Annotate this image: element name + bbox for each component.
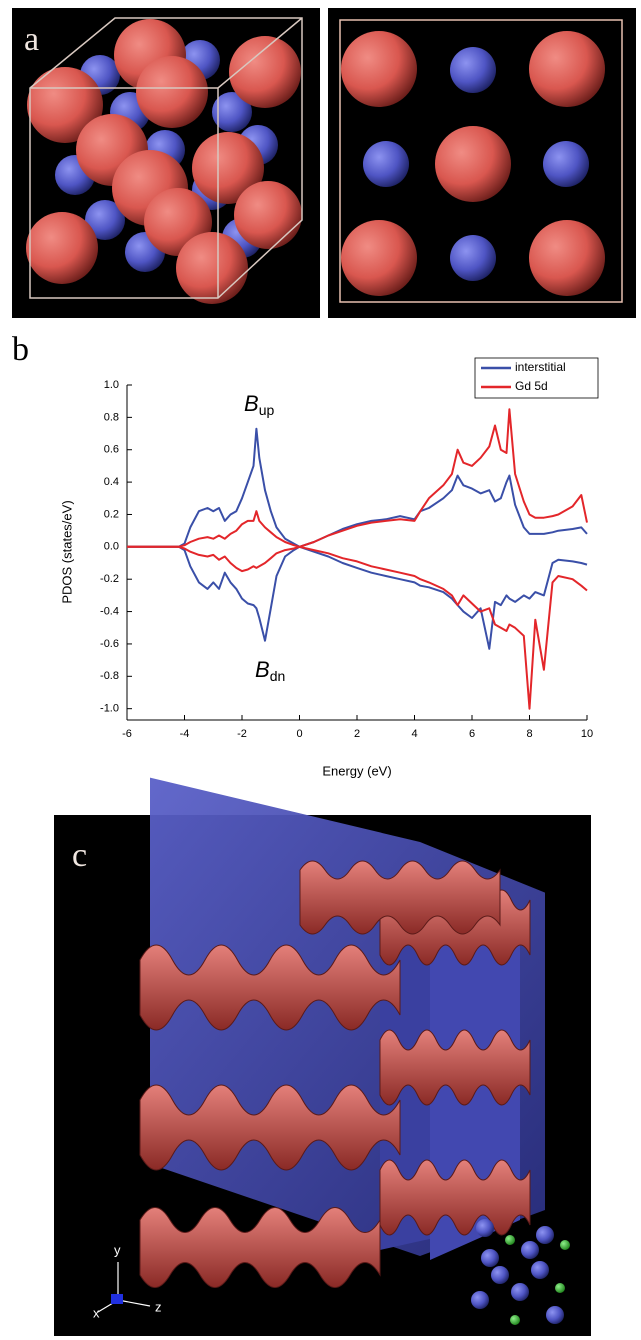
crystal-inset (471, 1219, 570, 1325)
y-tick-label: -0.2 (100, 573, 119, 585)
atom-red (192, 132, 264, 204)
y-tick-label: -0.6 (100, 638, 119, 650)
atom-blue (491, 1266, 509, 1284)
isosurface-band (139, 1207, 381, 1288)
axis-triad (97, 1262, 151, 1313)
triad-origin (111, 1294, 123, 1304)
atom-red (176, 232, 248, 304)
atom-blue (521, 1241, 539, 1259)
atom-green (505, 1235, 515, 1245)
isosurface-band (379, 1159, 531, 1236)
y-tick-label: -0.4 (100, 605, 119, 617)
triad-label: y (114, 1242, 121, 1257)
y-tick-label: 0.8 (104, 411, 119, 423)
y-tick-label: -1.0 (100, 703, 119, 715)
isosurface-band (139, 944, 401, 1031)
x-axis-label: Energy (eV) (322, 763, 391, 778)
atom-blue (471, 1291, 489, 1309)
atom-blue (85, 200, 125, 240)
atom-red (234, 181, 302, 249)
atom-red (435, 126, 511, 202)
y-tick-label: 0.6 (104, 444, 119, 456)
annotation: Bup (244, 391, 274, 418)
cell-edges (29, 17, 303, 299)
crystal-projection (341, 31, 605, 296)
atom-blue (481, 1249, 499, 1267)
series-line (127, 545, 588, 650)
y-tick-label: 0.4 (104, 476, 119, 488)
atom-red (341, 220, 417, 296)
atom-blue (212, 92, 252, 132)
projection-frame (339, 19, 623, 303)
y-tick-label: 0.0 (104, 541, 119, 553)
isosurface-band (299, 860, 501, 935)
legend-box (474, 357, 599, 399)
atom-green (555, 1283, 565, 1293)
pdos-chart: Energy (eV) PDOS (states/eV) Bup Bdn 1.0… (59, 357, 599, 778)
series-line (127, 427, 588, 548)
atom-red (27, 67, 103, 143)
annotation-sub: dn (270, 668, 286, 684)
cube-outline (29, 17, 303, 299)
atom-red (229, 36, 301, 108)
crystal-3d (26, 19, 302, 304)
atom-blue (536, 1226, 554, 1244)
x-tick-label: 2 (354, 728, 360, 740)
atom-blue (476, 1219, 494, 1237)
isosurface-band (379, 1029, 531, 1106)
x-tick-label: -2 (237, 728, 247, 740)
y-tick-label: 1.0 (104, 379, 119, 391)
isosurface-red (139, 860, 531, 1288)
panel-label: a (24, 21, 39, 58)
isosurface-band (139, 1084, 401, 1171)
atom-blue (546, 1306, 564, 1324)
atom-green (560, 1240, 570, 1250)
annotation: Bdn (255, 657, 285, 684)
triad-label: z (155, 1299, 162, 1314)
annotation-main: B (244, 391, 259, 416)
panel-label: b (12, 331, 29, 368)
atom-red (529, 31, 605, 107)
series-line (127, 545, 588, 710)
y-tick-label: -0.8 (100, 670, 119, 682)
y-tick-label: 0.2 (104, 508, 119, 520)
series-line (127, 408, 588, 548)
atom-blue (450, 235, 496, 281)
atom-red (26, 212, 98, 284)
x-tick-label: 6 (469, 728, 475, 740)
x-tick-label: 10 (581, 728, 593, 740)
x-tick-label: 8 (526, 728, 532, 740)
x-tick-label: 4 (411, 728, 417, 740)
atom-blue (511, 1283, 529, 1301)
atom-blue (450, 47, 496, 93)
annotation-main: B (255, 657, 270, 682)
panel-label: c (72, 837, 87, 874)
annotation-sub: up (259, 402, 275, 418)
triad-label: x (93, 1305, 100, 1320)
atom-green (510, 1315, 520, 1325)
atom-blue (543, 141, 589, 187)
atom-blue (531, 1261, 549, 1279)
atom-blue (363, 141, 409, 187)
x-tick-label: 0 (296, 728, 302, 740)
legend-label: Gd 5d (515, 379, 548, 393)
atom-red (136, 56, 208, 128)
x-tick-label: -4 (180, 728, 190, 740)
legend-label: interstitial (515, 360, 566, 374)
atom-red (341, 31, 417, 107)
x-tick-label: -6 (122, 728, 132, 740)
atom-red (529, 220, 605, 296)
y-axis-label: PDOS (states/eV) (59, 500, 74, 603)
triad-axis (117, 1299, 151, 1307)
